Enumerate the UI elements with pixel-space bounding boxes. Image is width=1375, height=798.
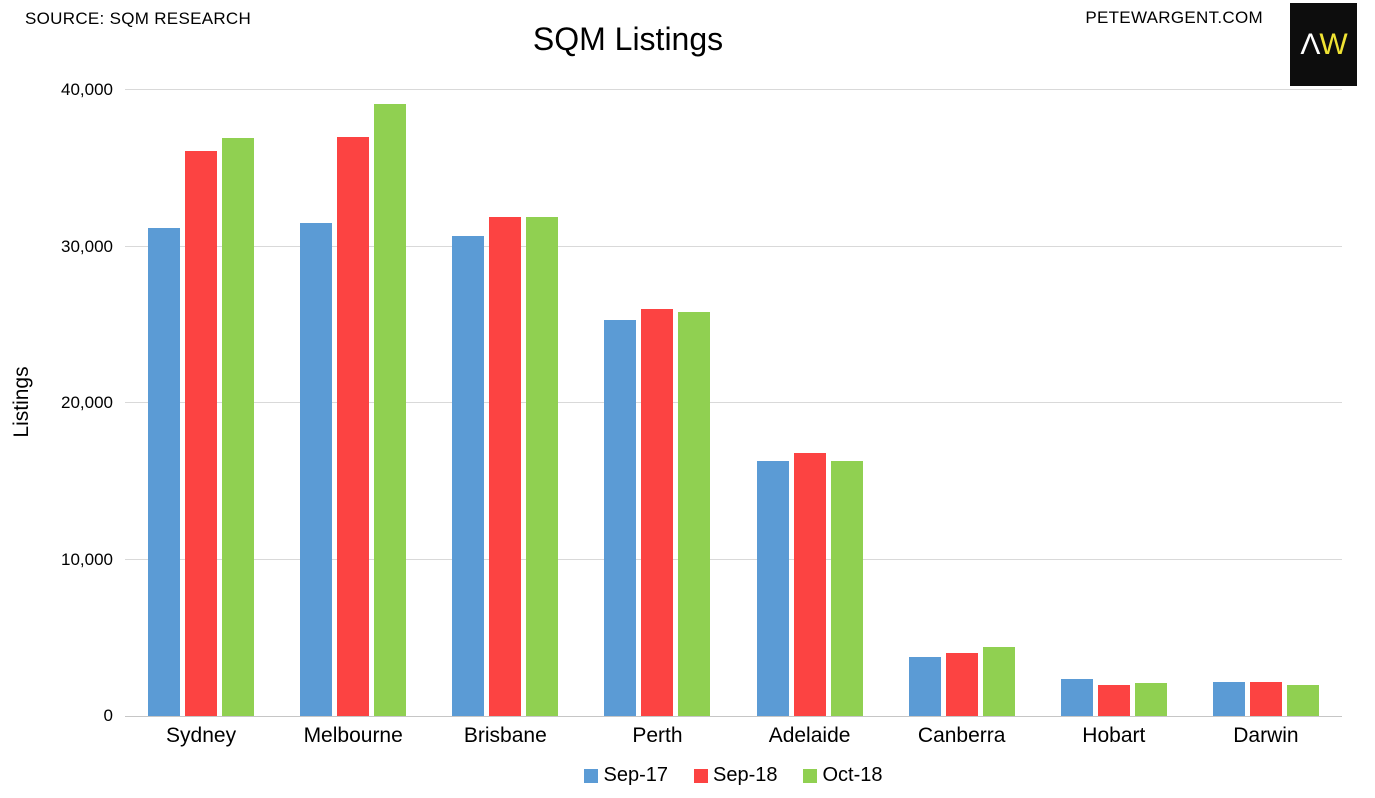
bar-perth-oct-18 bbox=[678, 312, 711, 716]
category-label-brisbane: Brisbane bbox=[463, 724, 547, 747]
legend-swatch bbox=[693, 768, 708, 783]
category-label-sydney: Sydney bbox=[166, 724, 237, 747]
gridline bbox=[125, 245, 1342, 247]
chart-title: SQM Listings bbox=[532, 21, 724, 57]
bar-melbourne-sep-18 bbox=[337, 137, 370, 716]
bar-darwin-sep-18 bbox=[1249, 682, 1282, 716]
gridline bbox=[125, 89, 1342, 90]
legend-item-oct-18: Oct-18 bbox=[803, 764, 883, 787]
bar-brisbane-sep-18 bbox=[489, 217, 522, 716]
bar-brisbane-sep-17 bbox=[452, 236, 485, 716]
bar-perth-sep-18 bbox=[641, 309, 674, 716]
bar-sydney-oct-18 bbox=[222, 138, 255, 716]
bar-group-darwin bbox=[1190, 90, 1342, 716]
y-tick-label: 0 bbox=[103, 706, 113, 725]
bar-adelaide-oct-18 bbox=[830, 461, 863, 716]
category-label-canberra: Canberra bbox=[917, 724, 1006, 747]
bar-melbourne-oct-18 bbox=[374, 104, 407, 716]
logo-letter-lambda: Λ bbox=[1300, 27, 1320, 61]
y-tick-label: 20,000 bbox=[61, 393, 113, 412]
bar-canberra-sep-18 bbox=[945, 653, 978, 716]
bar-adelaide-sep-18 bbox=[793, 453, 826, 716]
bar-hobart-sep-17 bbox=[1060, 679, 1093, 716]
bar-group-brisbane bbox=[429, 90, 581, 716]
legend-swatch bbox=[803, 768, 818, 783]
category-label-hobart: Hobart bbox=[1082, 724, 1146, 747]
site-label: PETEWARGENT.COM bbox=[1085, 8, 1263, 27]
bar-brisbane-oct-18 bbox=[526, 217, 559, 716]
category-label-darwin: Darwin bbox=[1233, 724, 1299, 747]
legend-label: Sep-17 bbox=[603, 764, 668, 786]
y-tick-label: 40,000 bbox=[61, 80, 113, 99]
bar-darwin-sep-17 bbox=[1212, 682, 1245, 716]
legend-label: Oct-18 bbox=[822, 764, 883, 786]
source-label: SOURCE: SQM RESEARCH bbox=[25, 9, 252, 28]
bar-sydney-sep-18 bbox=[185, 151, 218, 716]
bar-melbourne-sep-17 bbox=[300, 223, 333, 716]
gridline bbox=[125, 558, 1342, 560]
y-axis-tick-labels: 0 10,000 20,000 30,000 40,000 bbox=[30, 80, 113, 725]
bar-group-canberra bbox=[886, 90, 1038, 716]
y-tick-label: 30,000 bbox=[61, 237, 113, 256]
legend: Sep-17 Sep-18 Oct-18 bbox=[125, 764, 1342, 787]
bar-hobart-sep-18 bbox=[1097, 685, 1130, 716]
bar-darwin-oct-18 bbox=[1286, 685, 1319, 716]
category-label-melbourne: Melbourne bbox=[303, 724, 403, 747]
gridline bbox=[125, 402, 1342, 403]
bar-group-sydney bbox=[125, 90, 277, 716]
y-tick-label: 10,000 bbox=[61, 550, 113, 569]
bar-hobart-oct-18 bbox=[1134, 683, 1167, 716]
bars-layer bbox=[125, 90, 1342, 716]
legend-item-sep-17: Sep-17 bbox=[584, 764, 668, 787]
logo-letter-w: W bbox=[1319, 27, 1347, 61]
category-label-adelaide: Adelaide bbox=[768, 724, 851, 747]
bar-group-adelaide bbox=[734, 90, 886, 716]
bar-sydney-sep-17 bbox=[148, 228, 181, 716]
legend-swatch bbox=[584, 768, 599, 783]
category-label-perth: Perth bbox=[632, 724, 683, 747]
bar-group-hobart bbox=[1038, 90, 1190, 716]
plot-area bbox=[125, 89, 1342, 717]
bar-canberra-sep-17 bbox=[908, 657, 941, 716]
legend-item-sep-18: Sep-18 bbox=[693, 764, 778, 787]
bar-canberra-oct-18 bbox=[982, 647, 1015, 716]
bar-perth-sep-17 bbox=[604, 320, 637, 716]
bar-group-melbourne bbox=[277, 90, 429, 716]
bar-group-perth bbox=[581, 90, 733, 716]
x-axis-category-labels: Sydney Melbourne Brisbane Perth Adelaide Canb… bbox=[125, 724, 1342, 748]
bar-adelaide-sep-17 bbox=[756, 461, 789, 716]
legend-label: Sep-18 bbox=[712, 764, 778, 786]
